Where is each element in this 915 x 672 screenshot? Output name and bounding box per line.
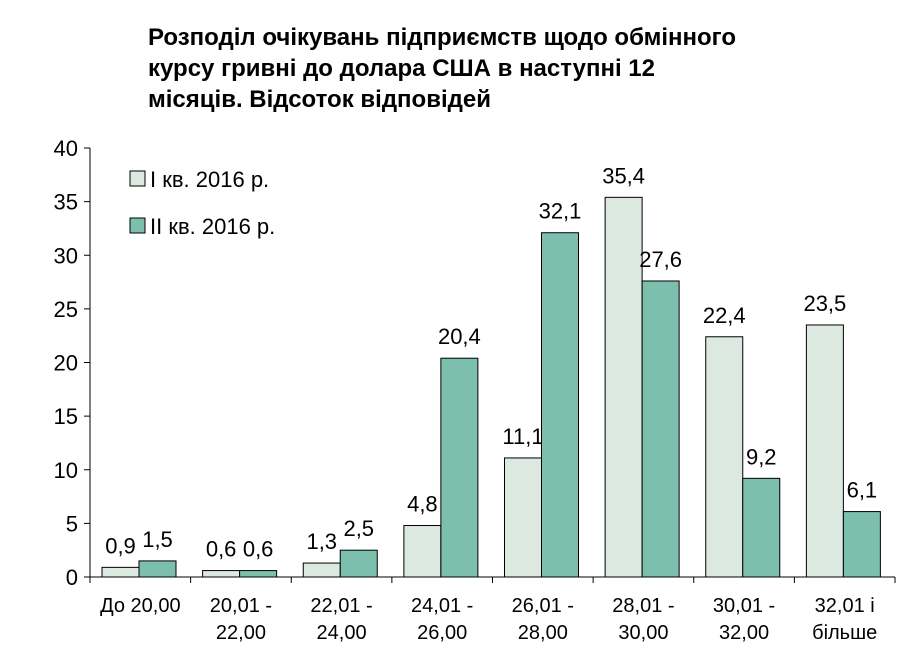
x-category-label: 22,01 - [310, 595, 372, 617]
data-label: 2,5 [343, 516, 374, 541]
x-category-label: 22,00 [216, 622, 266, 644]
x-category-label: 32,01 і [815, 595, 875, 617]
x-category-label: 30,00 [618, 622, 668, 644]
data-label: 20,4 [438, 324, 481, 349]
data-label: 23,5 [803, 291, 846, 316]
bar-q1 [805, 324, 844, 578]
bar-q1 [604, 196, 643, 578]
bar-q2 [440, 357, 479, 578]
chart-title-line-3: місяців. Відсоток відповідей [148, 86, 491, 113]
bar-q2 [138, 560, 177, 578]
chart-title: Розподіл очікувань підприємств щодо обмі… [148, 22, 848, 115]
data-label: 1,3 [306, 529, 337, 554]
data-label: 32,1 [539, 199, 582, 224]
x-category-label: 28,01 - [612, 595, 674, 617]
x-category-label: 26,01 - [512, 595, 574, 617]
bar-q1 [403, 525, 442, 578]
y-tick-label: 25 [54, 297, 78, 322]
x-category-label: 20,01 - [210, 595, 272, 617]
x-category-label: 30,01 - [713, 595, 775, 617]
bar-q1 [302, 562, 341, 578]
data-label: 6,1 [847, 478, 878, 503]
bar-q2 [742, 477, 781, 578]
x-category-label: До 20,00 [100, 595, 181, 617]
data-label: 9,2 [746, 444, 777, 469]
y-tick-label: 20 [54, 351, 78, 376]
x-category-label: 24,00 [317, 622, 367, 644]
x-category-label: 28,00 [518, 622, 568, 644]
bar-q1 [202, 570, 241, 578]
bar-q2 [339, 549, 378, 578]
legend-label: I кв. 2016 р. [150, 167, 269, 192]
y-tick-label: 30 [54, 243, 78, 268]
bar-q2 [239, 570, 278, 578]
data-label: 27,6 [639, 247, 682, 272]
y-tick-label: 10 [54, 458, 78, 483]
bar-q2 [641, 280, 680, 578]
data-label: 11,1 [502, 424, 543, 449]
legend-swatch [129, 170, 146, 187]
legend-label: II кв. 2016 р. [150, 214, 275, 239]
y-tick-label: 35 [54, 190, 78, 215]
bar-q1 [504, 457, 542, 578]
x-category-label: 24,01 - [411, 595, 473, 617]
y-tick-label: 40 [54, 136, 78, 161]
x-category-label: 32,00 [719, 622, 769, 644]
data-label: 0,6 [243, 537, 274, 562]
y-tick-label: 5 [66, 511, 78, 536]
bar-q1 [705, 336, 744, 578]
data-label: 22,4 [703, 303, 746, 328]
data-label: 0,9 [105, 533, 136, 558]
bar-q2 [842, 511, 881, 578]
y-tick-label: 0 [66, 565, 78, 590]
chart-title-line-1: Розподіл очікувань підприємств щодо обмі… [148, 24, 737, 51]
x-category-label: більше [812, 622, 877, 644]
y-tick-label: 15 [54, 404, 78, 429]
data-label: 4,8 [407, 492, 438, 517]
data-label: 35,4 [602, 163, 645, 188]
data-label: 0,6 [206, 537, 237, 562]
x-category-label: 26,00 [417, 622, 467, 644]
bar-q1 [101, 566, 140, 578]
chart-title-line-2: курсу гривні до долара США в наступні 12 [148, 55, 655, 82]
data-label: 1,5 [142, 527, 173, 552]
legend-swatch [129, 217, 146, 234]
bar-q2 [541, 232, 579, 578]
